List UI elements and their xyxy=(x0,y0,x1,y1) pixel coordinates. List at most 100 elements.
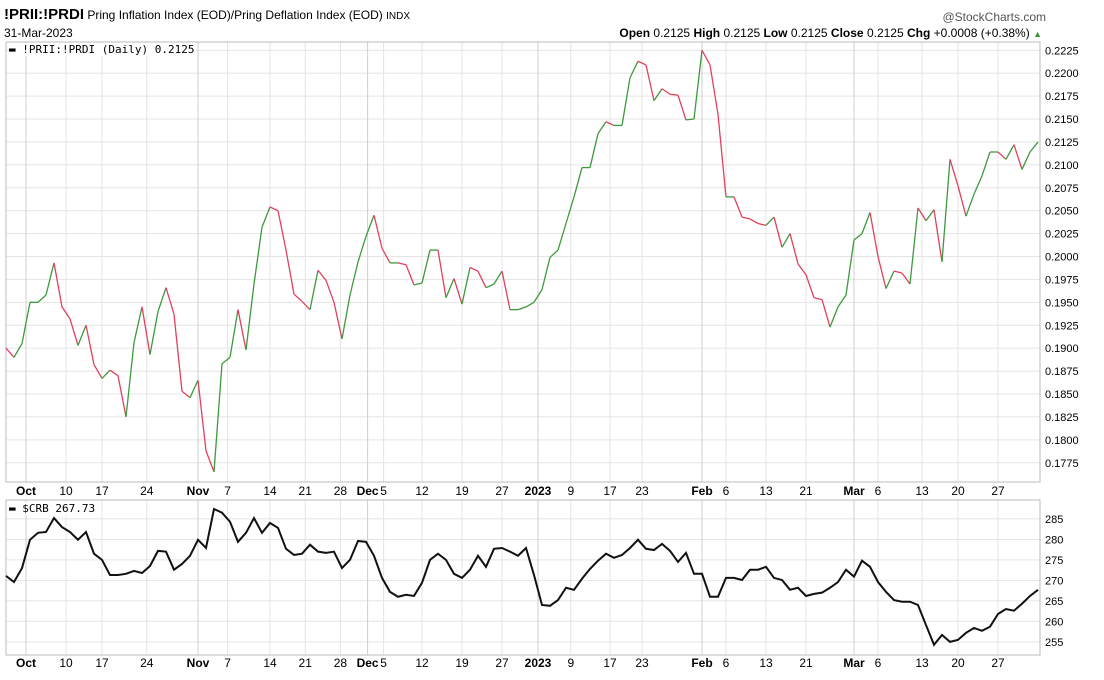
price-segment xyxy=(229,309,239,358)
price-segment xyxy=(501,271,511,310)
chart-title: !PRII:!PRDI Pring Inflation Index (EOD)/… xyxy=(4,6,410,23)
ohlc-readout: Open 0.2125 High 0.2125 Low 0.2125 Close… xyxy=(619,26,1042,40)
x-tick-label: 24 xyxy=(140,656,154,670)
price-segment xyxy=(381,247,391,264)
x-tick-label: 20 xyxy=(951,484,965,498)
price-segment xyxy=(37,294,47,303)
close-label: Close xyxy=(830,26,864,40)
price-segment xyxy=(893,270,903,274)
price-segment xyxy=(885,270,895,289)
price-segment xyxy=(165,287,175,315)
price-segment xyxy=(85,325,95,365)
x-tick-label: 6 xyxy=(875,656,882,670)
price-segment xyxy=(677,94,687,121)
symbol-name: Pring Inflation Index (EOD)/Pring Deflat… xyxy=(87,8,383,22)
x-tick-label: 2023 xyxy=(525,656,552,670)
x-tick-label: 10 xyxy=(59,484,73,498)
price-segment xyxy=(685,118,695,121)
price-segment xyxy=(901,272,911,285)
x-tick-label: 13 xyxy=(915,656,929,670)
price-segment xyxy=(629,60,639,79)
price-segment xyxy=(373,215,383,249)
x-tick-label: 7 xyxy=(224,484,231,498)
x-tick-label: 21 xyxy=(299,656,313,670)
price-segment xyxy=(597,121,607,135)
price-segment xyxy=(397,262,407,266)
x-tick-label: 23 xyxy=(635,656,649,670)
legend-bottom-text: $CRB 267.73 xyxy=(22,502,96,515)
price-segment xyxy=(117,375,127,418)
price-segment xyxy=(997,151,1007,160)
x-tick-label: Mar xyxy=(843,656,865,670)
y-tick-label: 0.2200 xyxy=(1045,68,1079,80)
x-tick-label: 21 xyxy=(299,484,313,498)
symbol: !PRII:!PRDI xyxy=(4,6,84,23)
price-segment xyxy=(1005,144,1015,160)
price-segment xyxy=(61,306,71,320)
y-tick-label: 0.2050 xyxy=(1045,206,1079,218)
price-segment xyxy=(493,270,503,285)
price-segment xyxy=(333,302,343,340)
x-tick-label: Dec xyxy=(357,484,379,498)
low-label: Low xyxy=(763,26,788,40)
price-segment xyxy=(525,301,535,308)
price-segment xyxy=(269,206,279,212)
price-segment xyxy=(21,302,31,344)
price-segment xyxy=(213,363,223,472)
y-tick-label: 0.2225 xyxy=(1045,45,1079,57)
y-tick-label: 0.1950 xyxy=(1045,297,1079,309)
chg-value: +0.0008 (+0.38%) xyxy=(933,26,1030,40)
y-tick-label: 0.1925 xyxy=(1045,320,1079,332)
price-segment xyxy=(965,193,975,217)
price-segment xyxy=(421,249,431,284)
crb-line xyxy=(5,507,1039,647)
y-tick-label: 0.1875 xyxy=(1045,366,1079,378)
price-segment xyxy=(189,379,199,398)
y-tick-label: 275 xyxy=(1045,555,1063,567)
low-value: 0.2125 xyxy=(790,26,828,40)
price-segment xyxy=(277,210,287,251)
price-segment xyxy=(925,209,935,222)
x-tick-label: 21 xyxy=(799,656,813,670)
x-tick-label: 21 xyxy=(799,484,813,498)
price-segment xyxy=(517,306,527,311)
x-tick-label: 28 xyxy=(334,484,348,498)
y-tick-label: 0.2175 xyxy=(1045,91,1079,103)
high-value: 0.2125 xyxy=(723,26,761,40)
price-segment xyxy=(749,218,759,225)
price-segment xyxy=(437,249,447,298)
price-segment xyxy=(181,390,191,399)
x-tick-label: Oct xyxy=(16,484,36,498)
legend-bottom: ▬ $CRB 267.73 xyxy=(9,502,96,515)
price-segment xyxy=(869,212,879,257)
price-segment xyxy=(157,287,167,312)
y-tick-label: 285 xyxy=(1045,514,1063,526)
y-tick-label: 260 xyxy=(1045,616,1063,628)
price-segment xyxy=(797,263,807,276)
x-tick-label: Feb xyxy=(691,656,712,670)
x-tick-label: 14 xyxy=(263,484,277,498)
price-segment xyxy=(637,60,647,66)
x-tick-label: 9 xyxy=(567,484,574,498)
price-segment xyxy=(941,159,951,263)
price-segment xyxy=(909,207,919,285)
x-tick-label: 6 xyxy=(875,484,882,498)
price-segment xyxy=(973,175,983,195)
price-segment xyxy=(341,294,351,340)
price-segment xyxy=(565,196,575,224)
price-segment xyxy=(653,88,663,102)
x-tick-label: Oct xyxy=(16,656,36,670)
price-segment xyxy=(933,209,943,263)
price-segment xyxy=(837,294,847,308)
exchange: INDX xyxy=(386,11,411,22)
x-tick-label: 13 xyxy=(915,484,929,498)
x-tick-label: Nov xyxy=(187,484,210,498)
price-segment xyxy=(981,151,991,177)
price-segment xyxy=(741,216,751,220)
y-tick-label: 280 xyxy=(1045,534,1063,546)
price-segment xyxy=(541,257,551,290)
price-segment xyxy=(149,311,159,355)
y-tick-label: 0.1975 xyxy=(1045,274,1079,286)
price-segment xyxy=(805,274,815,298)
